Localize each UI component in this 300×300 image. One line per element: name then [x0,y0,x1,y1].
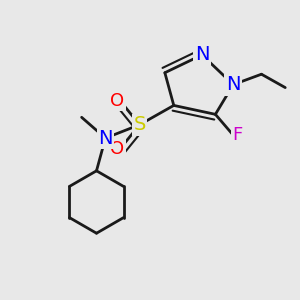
Text: F: F [232,126,243,144]
Text: N: N [226,75,241,94]
Text: O: O [110,140,124,158]
Text: N: N [98,129,113,148]
Text: N: N [195,45,209,64]
Text: O: O [110,92,124,110]
Text: S: S [134,115,146,134]
